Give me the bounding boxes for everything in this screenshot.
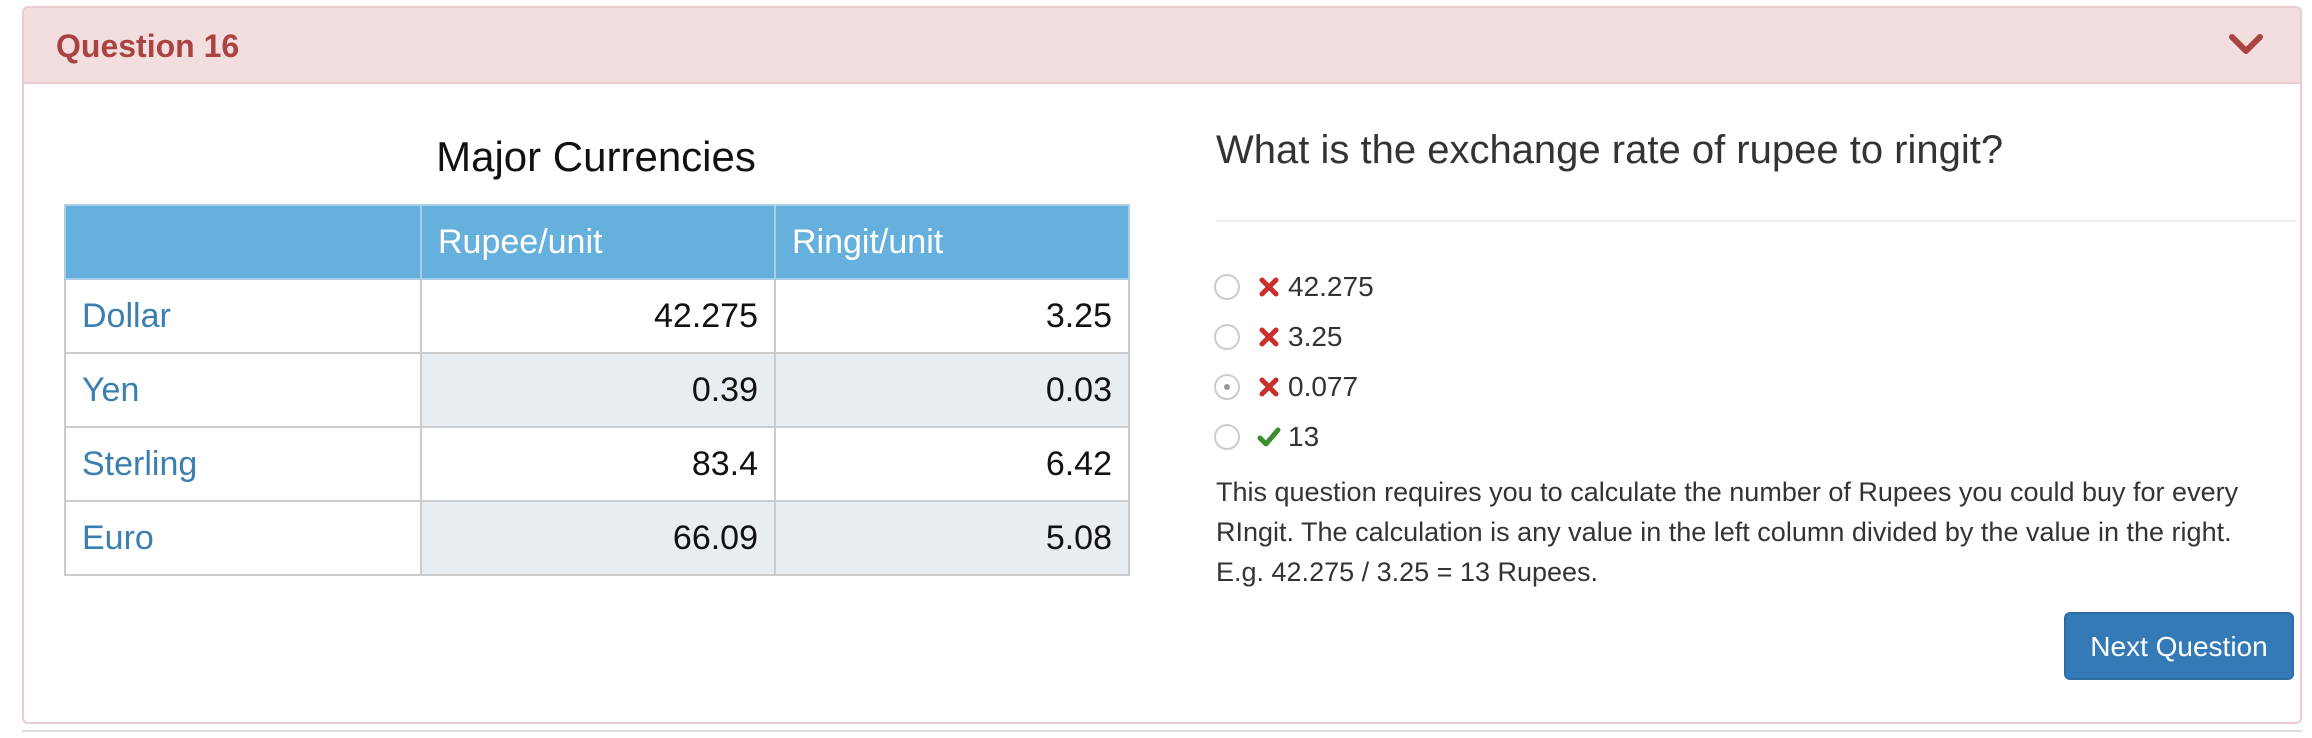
- ringit-value: 0.03: [774, 352, 1130, 428]
- table-row: Euro 66.09 5.08: [64, 500, 1130, 576]
- explanation-line: This question requires you to calculate …: [1216, 477, 2239, 507]
- table-title: Major Currencies: [436, 133, 756, 180]
- radio-button[interactable]: [1214, 324, 1240, 350]
- rupee-value: 0.39: [420, 352, 776, 428]
- ringit-value: 3.25: [774, 278, 1130, 354]
- cross-icon: [1256, 374, 1282, 400]
- table-header-row: Rupee/unit Ringit/unit: [64, 204, 1130, 280]
- currency-name: Yen: [64, 352, 422, 428]
- answer-option[interactable]: 0.077: [1214, 362, 1374, 412]
- answer-option[interactable]: 13: [1214, 412, 1374, 462]
- question-panel: Question 16 Major Currencies Rupee/unit …: [22, 6, 2302, 724]
- answer-option[interactable]: 42.275: [1214, 262, 1374, 312]
- table-row: Dollar 42.275 3.25: [64, 278, 1130, 354]
- chevron-down-icon[interactable]: [2226, 28, 2266, 60]
- ringit-value: 6.42: [774, 426, 1130, 502]
- rupee-value: 66.09: [420, 500, 776, 576]
- ringit-value: 5.08: [774, 500, 1130, 576]
- panel-heading[interactable]: Question 16: [24, 8, 2300, 84]
- rupee-value: 42.275: [420, 278, 776, 354]
- currency-name: Sterling: [64, 426, 422, 502]
- answer-option[interactable]: 3.25: [1214, 312, 1374, 362]
- rupee-value: 83.4: [420, 426, 776, 502]
- radio-button[interactable]: [1214, 274, 1240, 300]
- table-row: Sterling 83.4 6.42: [64, 426, 1130, 502]
- radio-button-selected[interactable]: [1214, 374, 1240, 400]
- header-ringit: Ringit/unit: [774, 204, 1130, 280]
- header-empty: [64, 204, 422, 280]
- check-icon: [1256, 424, 1282, 450]
- explanation-line: E.g. 42.275 / 3.25 = 13 Rupees.: [1216, 557, 1599, 587]
- option-label: 3.25: [1288, 321, 1343, 352]
- cross-icon: [1256, 274, 1282, 300]
- currency-name: Dollar: [64, 278, 422, 354]
- radio-button[interactable]: [1214, 424, 1240, 450]
- explanation-text: This question requires you to calculate …: [1216, 472, 2306, 592]
- currency-name: Euro: [64, 500, 422, 576]
- answer-options: 42.275 3.25 0.077 13: [1214, 262, 1374, 462]
- cross-icon: [1256, 324, 1282, 350]
- next-question-button[interactable]: Next Question: [2064, 612, 2294, 680]
- explanation-line: RIngit. The calculation is any value in …: [1216, 517, 2232, 547]
- next-panel-edge: [22, 730, 2302, 738]
- currency-table: Rupee/unit Ringit/unit Dollar 42.275 3.2…: [64, 204, 1130, 576]
- header-rupee: Rupee/unit: [420, 204, 776, 280]
- divider: [1216, 220, 2296, 222]
- option-label: 13: [1288, 421, 1320, 452]
- option-label: 42.275: [1288, 271, 1374, 302]
- question-text: What is the exchange rate of rupee to ri…: [1216, 128, 2004, 172]
- table-row: Yen 0.39 0.03: [64, 352, 1130, 428]
- panel-title: Question 16: [56, 28, 240, 64]
- option-label: 0.077: [1288, 371, 1359, 402]
